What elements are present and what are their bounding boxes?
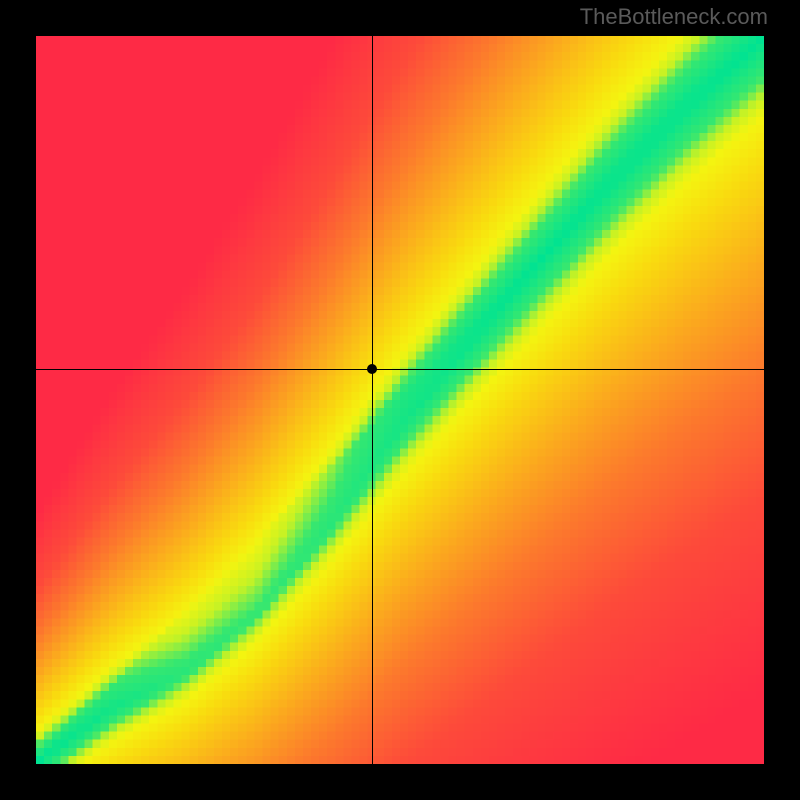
plot-area xyxy=(36,36,764,764)
heatmap-canvas xyxy=(36,36,764,764)
crosshair-horizontal xyxy=(36,369,764,370)
crosshair-vertical xyxy=(372,36,373,764)
data-point-marker xyxy=(367,364,377,374)
watermark-text: TheBottleneck.com xyxy=(580,4,768,30)
chart-container: TheBottleneck.com xyxy=(0,0,800,800)
